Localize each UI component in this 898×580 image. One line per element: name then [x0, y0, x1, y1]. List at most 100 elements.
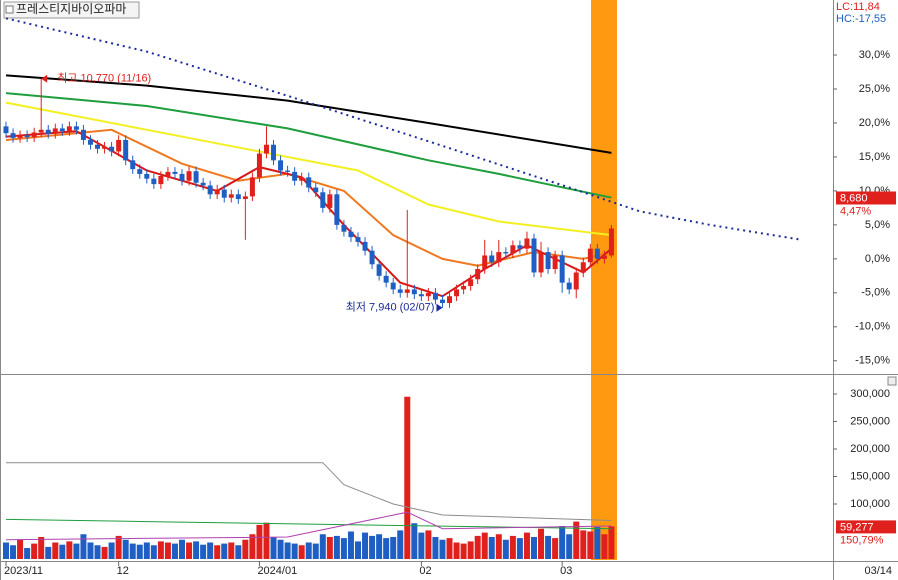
- candle-body: [66, 126, 72, 132]
- x-end-label: 03/14: [864, 565, 892, 577]
- volume-bar: [594, 527, 601, 559]
- candle-body: [73, 126, 79, 130]
- close-button[interactable]: [887, 376, 897, 386]
- candle-body: [38, 129, 44, 133]
- volume-bar: [214, 545, 221, 559]
- candle-body: [214, 189, 220, 195]
- volume-bar: [200, 544, 207, 559]
- volume-bar: [495, 534, 502, 559]
- moving-average: [5, 74, 612, 154]
- volume-bar: [171, 543, 178, 559]
- candle-body: [475, 269, 481, 280]
- checkbox[interactable]: [5, 5, 14, 14]
- candle-body: [327, 194, 333, 208]
- volume-bar: [559, 525, 566, 559]
- volume-bar: [115, 535, 122, 559]
- candle-body: [468, 279, 474, 287]
- volume-bar: [326, 536, 333, 559]
- candle-body: [482, 255, 488, 270]
- volume-bar: [481, 532, 488, 559]
- candle-body: [263, 144, 269, 154]
- volume-bar: [242, 539, 249, 559]
- volume-bar: [122, 539, 129, 559]
- candle-body: [271, 144, 277, 161]
- candle-body: [17, 135, 23, 138]
- volume-bar: [31, 543, 38, 559]
- candle-body: [489, 255, 495, 263]
- candle-body: [348, 231, 354, 238]
- candle-body: [116, 139, 122, 152]
- volume-bar: [411, 523, 418, 559]
- candle-body: [538, 252, 544, 273]
- volume-bar: [221, 543, 228, 559]
- volume-bar: [256, 524, 263, 559]
- candle-body: [608, 228, 614, 256]
- candle-body: [355, 237, 361, 242]
- y-tick-label: 5,0%: [865, 219, 890, 231]
- volume-bar: [94, 545, 101, 559]
- candle-body: [24, 135, 30, 138]
- y-tick-label: 25,0%: [859, 83, 890, 95]
- volume-bar: [566, 534, 573, 559]
- y-tick-label: -5,0%: [861, 287, 890, 299]
- volume-bar: [45, 546, 52, 559]
- candle-body: [559, 255, 565, 283]
- candle-body: [151, 178, 157, 185]
- chart-title: 프레스티지바이오파마: [16, 2, 126, 16]
- candle-body: [193, 171, 199, 183]
- volume-bar: [249, 534, 256, 559]
- volume-bar: [179, 539, 185, 559]
- candle-body: [3, 126, 9, 134]
- volume-bar: [108, 542, 115, 559]
- candle-body: [369, 250, 375, 265]
- y-tick-label: 250,000: [850, 415, 890, 427]
- volume-bar: [164, 542, 171, 559]
- volume-bar: [129, 543, 136, 559]
- candle-body: [52, 128, 58, 134]
- volume-bar: [467, 541, 474, 559]
- volume-bar: [573, 521, 580, 559]
- volume-average: [5, 511, 612, 541]
- volume-bar: [608, 526, 615, 559]
- change-label: 4,47%: [840, 205, 871, 217]
- candle-body: [362, 241, 368, 251]
- candle-body: [172, 171, 178, 174]
- title-box: [3, 1, 140, 19]
- x-tick-label: 12: [117, 565, 129, 577]
- volume-bar: [80, 534, 87, 559]
- annotation: 최저 7,940 (02/07): [346, 301, 435, 314]
- y-tick-label: 100,000: [850, 498, 890, 510]
- candle-body: [545, 252, 551, 270]
- candle-body: [87, 139, 93, 145]
- volume-bar: [538, 528, 545, 559]
- candle-body: [432, 292, 438, 300]
- volume-bar: [390, 536, 397, 559]
- candle-body: [552, 255, 558, 270]
- volume-bar: [502, 539, 509, 559]
- volume-average: [6, 462, 612, 521]
- volume-bar: [284, 542, 291, 559]
- x-tick-label: 03: [560, 565, 572, 577]
- volume-bar: [397, 530, 404, 559]
- candle-body: [95, 144, 101, 149]
- candle-body: [306, 177, 312, 188]
- candle-body: [390, 282, 396, 290]
- y-tick-label: 150,000: [850, 470, 890, 482]
- volume-bar: [425, 530, 432, 559]
- candle-body: [334, 194, 340, 225]
- candle-body: [439, 299, 445, 304]
- candle-body: [566, 282, 572, 290]
- candle-body: [397, 289, 403, 293]
- volume-bar: [10, 545, 17, 559]
- lc-label: LC:11,84: [836, 1, 880, 13]
- volume-bar: [150, 545, 157, 559]
- candle-body: [200, 182, 206, 186]
- volume-bar: [207, 542, 214, 559]
- volume-average: [5, 518, 612, 530]
- volume-bar: [298, 545, 305, 559]
- candle-body: [109, 146, 115, 152]
- moving-average: [5, 92, 612, 199]
- annotation-arrow: [41, 74, 48, 83]
- volume-bar: [580, 530, 587, 559]
